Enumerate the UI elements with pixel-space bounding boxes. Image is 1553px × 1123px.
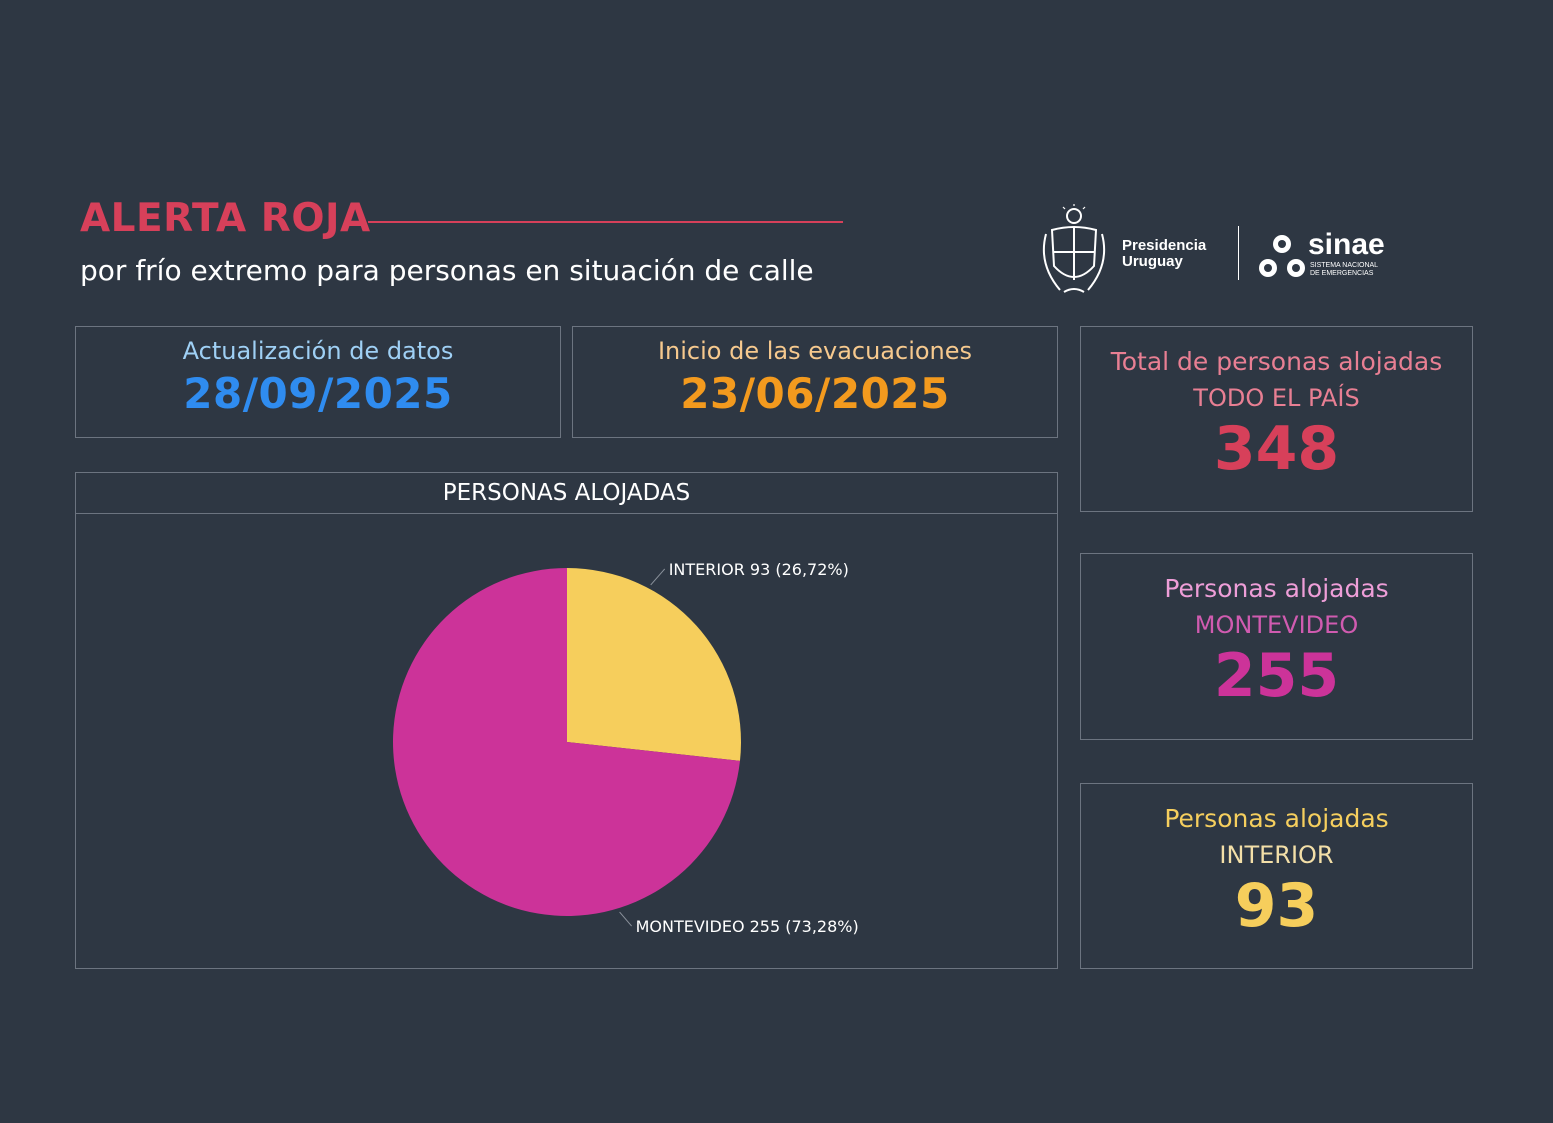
total-card: Total de personas alojadas TODO EL PAÍS … [1080, 326, 1473, 512]
evacuation-start-value: 23/06/2025 [680, 369, 950, 418]
chart-panel: PERSONAS ALOJADAS INTERIOR 93 (26,72%) MO… [75, 472, 1058, 969]
title-divider [368, 221, 843, 223]
total-sub: TODO EL PAÍS [1193, 384, 1360, 412]
interior-card: Personas alojadas INTERIOR 93 [1080, 783, 1473, 969]
logo-divider [1238, 226, 1239, 280]
page-subtitle: por frío extremo para personas en situac… [80, 254, 814, 287]
pie-label-interior: INTERIOR 93 (26,72%) [669, 560, 849, 579]
logos-area: Presidencia Uruguay sinae SISTEMA NACION… [1036, 204, 1396, 304]
interior-value: 93 [1234, 871, 1319, 941]
interior-sub: INTERIOR [1219, 841, 1334, 869]
montevideo-value: 255 [1213, 641, 1340, 711]
montevideo-sub: MONTEVIDEO [1194, 611, 1359, 639]
presidencia-line1: Presidencia [1122, 237, 1207, 254]
sinae-line2: DE EMERGENCIAS [1310, 270, 1374, 277]
montevideo-card: Personas alojadas MONTEVIDEO 255 [1080, 553, 1473, 740]
interior-label: Personas alojadas [1164, 804, 1389, 833]
total-label: Total de personas alojadas [1110, 347, 1443, 376]
pie-slice-montevideo[interactable] [392, 568, 740, 916]
evacuation-start-label: Inicio de las evacuaciones [657, 337, 973, 365]
update-date-card: Actualización de datos 28/09/2025 [75, 326, 561, 438]
coat-of-arms-icon [1042, 204, 1106, 293]
pie-slice-interior[interactable] [567, 568, 741, 761]
update-date-label: Actualización de datos [182, 337, 454, 365]
montevideo-label: Personas alojadas [1164, 574, 1389, 603]
evacuation-start-card: Inicio de las evacuaciones 23/06/2025 [572, 326, 1058, 438]
presidencia-line2: Uruguay [1122, 253, 1183, 270]
sinae-logo-icon [1259, 235, 1305, 277]
pie-leader-line-interior [650, 568, 666, 586]
sinae-line1: SISTEMA NACIONAL [1310, 262, 1379, 269]
sinae-name: sinae [1308, 228, 1385, 261]
pie-label-montevideo: MONTEVIDEO 255 (73,28%) [636, 917, 859, 936]
update-date-value: 28/09/2025 [183, 369, 453, 418]
pie-chart: INTERIOR 93 (26,72%) MONTEVIDEO 255 (73,2… [392, 560, 859, 936]
chart-title: PERSONAS ALOJADAS [76, 473, 1057, 514]
total-value: 348 [1213, 414, 1340, 484]
page-title: ALERTA ROJA [80, 196, 371, 241]
pie-leader-line-montevideo [619, 911, 632, 927]
